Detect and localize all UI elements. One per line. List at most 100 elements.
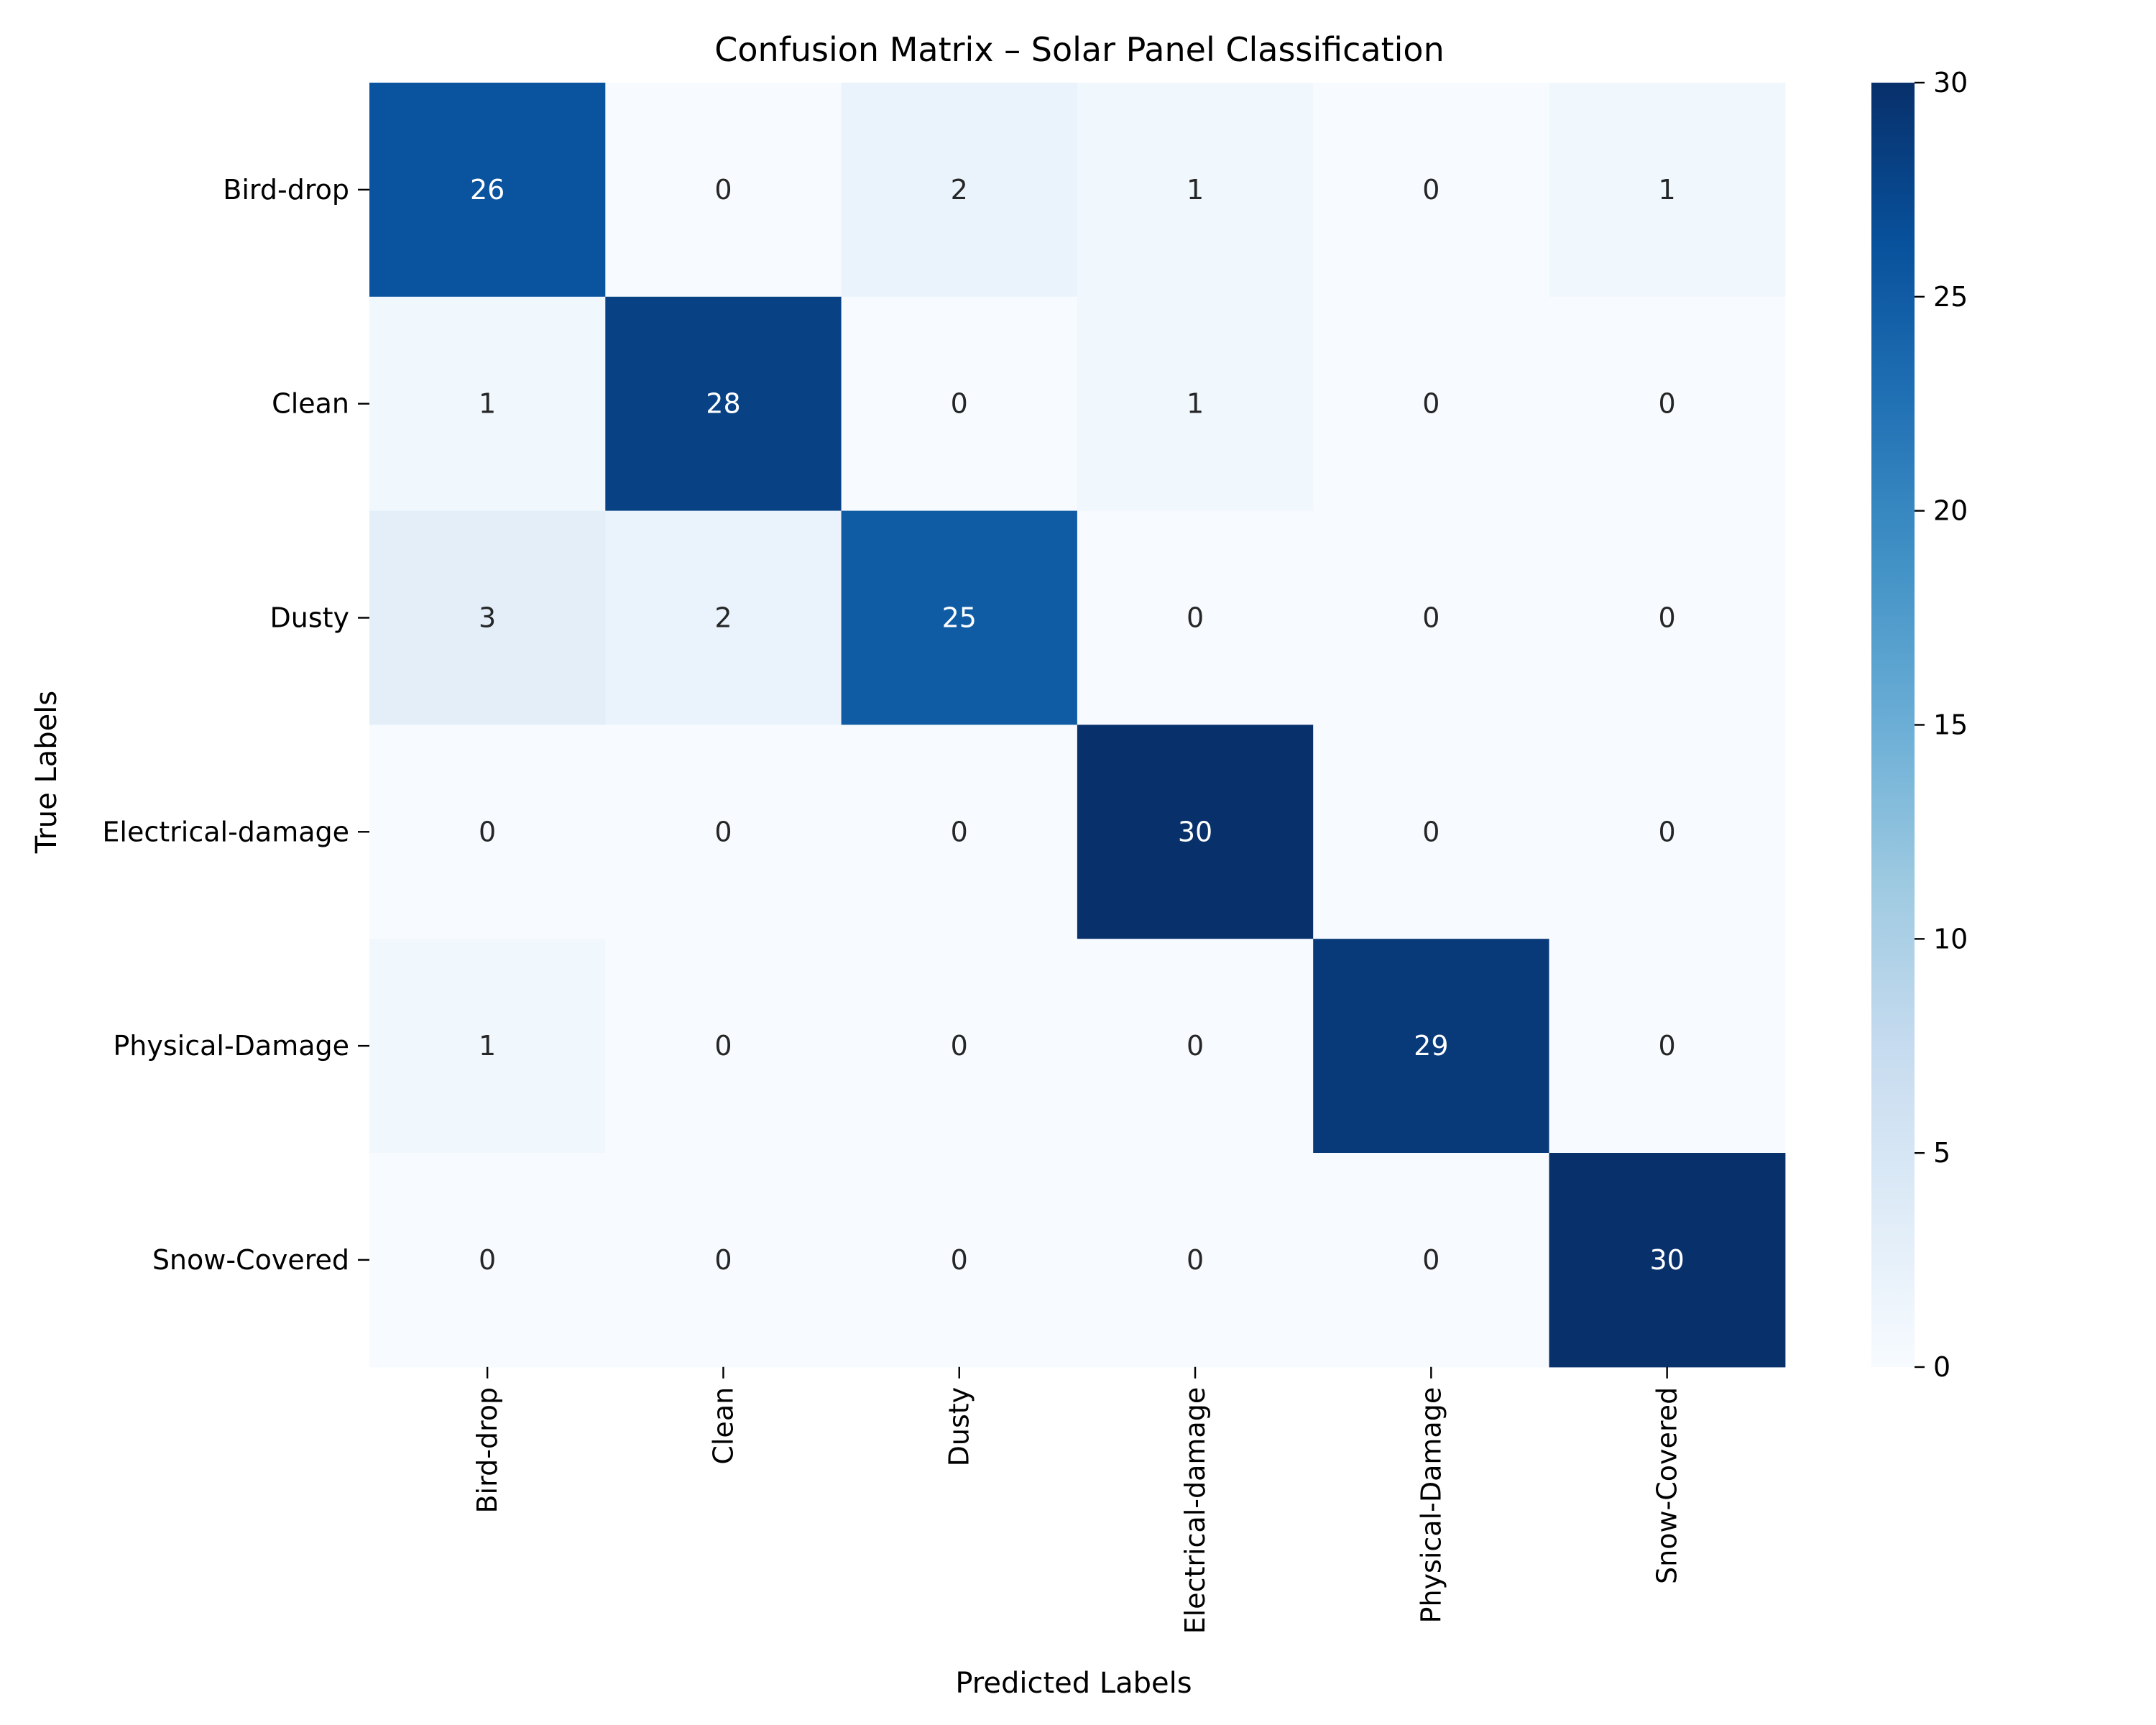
x-tick-label: Clean (707, 1387, 739, 1465)
cell-value-label: 0 (1422, 1244, 1439, 1276)
cell-value-label: 30 (1178, 816, 1212, 847)
heatmap-cell (605, 1153, 842, 1368)
heatmap-cells: 26 0 2 1 0 1 1 28 0 1 0 0 3 2 25 0 0 0 0 0 0 30 0 0 1 0 0 0 29 0 0 0 0 0 0… (369, 83, 1786, 1368)
cell-value-label: 0 (1659, 388, 1676, 420)
cell-value-label: 0 (1659, 816, 1676, 847)
cell-value-label: 1 (479, 388, 496, 420)
heatmap-cell (369, 1153, 606, 1368)
colorbar-tick-label: 30 (1933, 67, 1968, 98)
y-tick-label: Bird-drop (223, 174, 349, 206)
heatmap-cell (841, 296, 1078, 512)
colorbar-tick-label: 0 (1933, 1351, 1950, 1383)
heatmap-cell (1077, 1153, 1314, 1368)
heatmap-cell (1077, 939, 1314, 1154)
y-tick-label: Physical-Damage (113, 1030, 349, 1062)
heatmap-cell (1313, 939, 1550, 1154)
cell-value-label: 0 (1659, 1030, 1676, 1062)
heatmap-cell (1077, 83, 1314, 298)
heatmap-cell (1313, 1153, 1550, 1368)
cell-value-label: 1 (1659, 174, 1676, 206)
heatmap-cell (605, 296, 842, 512)
cell-value-label: 3 (479, 602, 496, 634)
heatmap-cell (1549, 83, 1786, 298)
y-tick-label: Electrical-damage (102, 816, 349, 847)
cell-value-label: 0 (479, 1244, 496, 1276)
heatmap-cell (841, 510, 1078, 725)
cell-value-label: 1 (479, 1030, 496, 1062)
cell-value-label: 0 (714, 816, 732, 847)
heatmap-cell (1313, 83, 1550, 298)
cell-value-label: 28 (706, 388, 740, 420)
x-tick-label: Bird-drop (471, 1387, 503, 1514)
y-axis-ticks: Bird-drop Clean Dusty Electrical-damage Phys… (102, 174, 369, 1276)
x-tick-label: Physical-Damage (1415, 1387, 1447, 1624)
colorbar-tick-label: 10 (1933, 923, 1968, 954)
colorbar-tick-label: 20 (1933, 495, 1968, 527)
heatmap-cell (605, 83, 842, 298)
heatmap-cell (1549, 1153, 1786, 1368)
heatmap-cell (1313, 296, 1550, 512)
heatmap-cell (369, 724, 606, 939)
heatmap-cell (605, 939, 842, 1154)
x-tick-label: Dusty (944, 1387, 975, 1467)
heatmap-cell (605, 510, 842, 725)
heatmap-cell (841, 724, 1078, 939)
cell-value-label: 0 (1422, 602, 1439, 634)
cell-value-label: 30 (1649, 1244, 1684, 1276)
heatmap-cell (369, 939, 606, 1154)
heatmap-cell (369, 83, 606, 298)
cell-value-label: 26 (470, 174, 505, 206)
colorbar-ticks: 0 5 10 15 20 25 30 (1915, 67, 1968, 1383)
heatmap-cell (841, 1153, 1078, 1368)
cell-value-label: 0 (714, 1244, 732, 1276)
y-tick-label: Clean (272, 388, 349, 420)
heatmap-cell (841, 83, 1078, 298)
cell-value-label: 0 (714, 1030, 732, 1062)
cell-value-label: 0 (1187, 1030, 1204, 1062)
cell-value-label: 0 (479, 816, 496, 847)
heatmap-cell (1077, 724, 1314, 939)
heatmap-cell (1077, 510, 1314, 725)
cell-value-label: 25 (942, 602, 977, 634)
heatmap-cell (1077, 296, 1314, 512)
heatmap-cell (1313, 510, 1550, 725)
cell-value-label: 1 (1187, 174, 1204, 206)
y-tick-label: Dusty (270, 602, 349, 634)
colorbar-tick-label: 15 (1933, 709, 1968, 741)
cell-value-label: 0 (714, 174, 732, 206)
cell-value-label: 0 (951, 816, 968, 847)
heatmap-cell (1313, 724, 1550, 939)
cell-value-label: 0 (951, 388, 968, 420)
cell-value-label: 0 (1187, 602, 1204, 634)
heatmap-cell (1549, 724, 1786, 939)
heatmap-cell (1549, 296, 1786, 512)
cell-value-label: 2 (714, 602, 732, 634)
colorbar-tick-label: 5 (1933, 1137, 1950, 1169)
cell-value-label: 29 (1414, 1030, 1448, 1062)
heatmap-cell (369, 510, 606, 725)
y-tick-label: Snow-Covered (152, 1244, 349, 1276)
colorbar-tick-label: 25 (1933, 281, 1968, 313)
cell-value-label: 1 (1187, 388, 1204, 420)
chart-title: Confusion Matrix – Solar Panel Classific… (714, 30, 1444, 69)
x-axis-title: Predicted Labels (955, 1667, 1192, 1700)
heatmap-cell (605, 724, 842, 939)
cell-value-label: 0 (951, 1244, 968, 1276)
cell-value-label: 0 (1422, 816, 1439, 847)
cell-value-label: 0 (951, 1030, 968, 1062)
x-axis-ticks: Bird-drop Clean Dusty Electrical-damage Phys… (471, 1366, 1683, 1634)
cell-value-label: 0 (1422, 388, 1439, 420)
x-tick-label: Snow-Covered (1651, 1387, 1683, 1584)
heatmap-cell (369, 296, 606, 512)
colorbar (1871, 83, 1915, 1367)
cell-value-label: 0 (1422, 174, 1439, 206)
cell-value-label: 0 (1659, 602, 1676, 634)
heatmap-cell (1549, 939, 1786, 1154)
cell-value-label: 0 (1187, 1244, 1204, 1276)
heatmap-cell (841, 939, 1078, 1154)
heatmap-cell (1549, 510, 1786, 725)
y-axis-title: True Labels (30, 691, 63, 854)
cell-value-label: 2 (951, 174, 968, 206)
x-tick-label: Electrical-damage (1179, 1387, 1211, 1634)
